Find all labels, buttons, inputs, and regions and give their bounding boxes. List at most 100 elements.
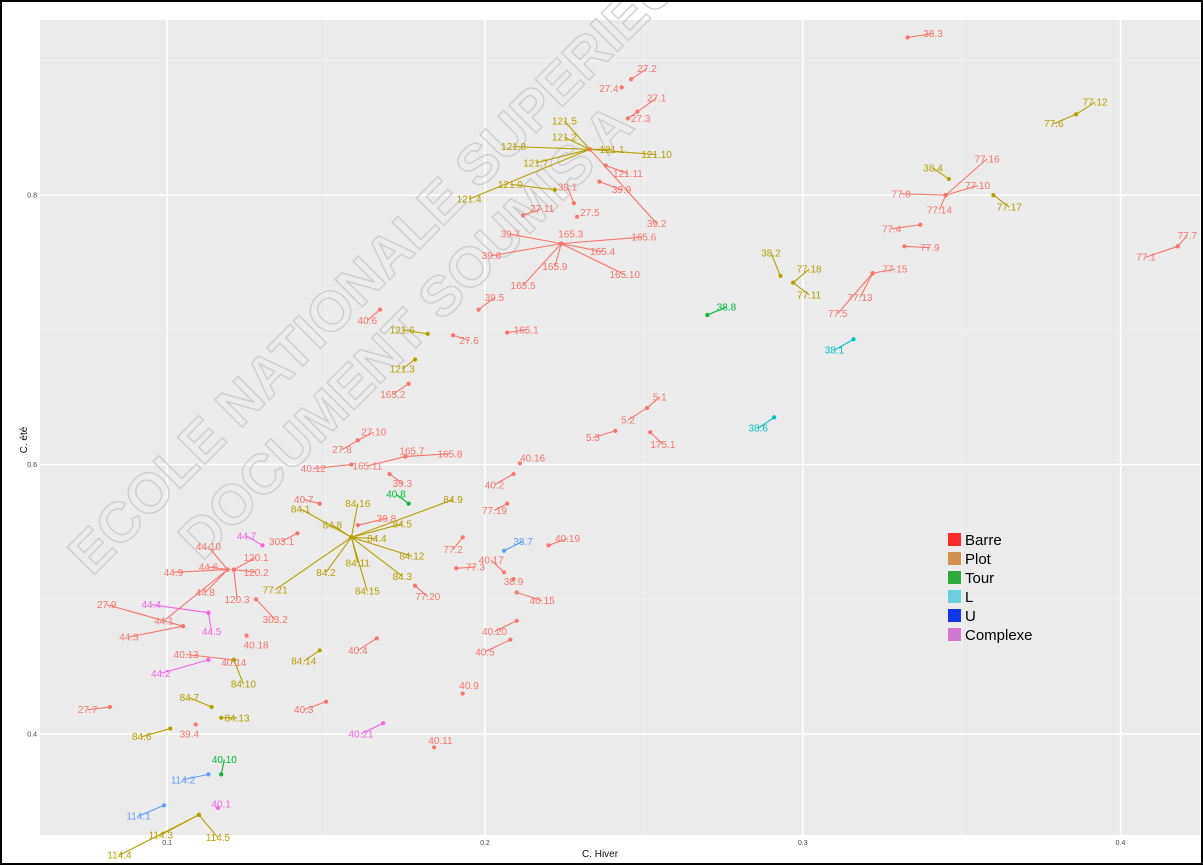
point-label: 165.1: [514, 325, 539, 336]
point-label: 40.7: [294, 495, 314, 506]
point-label: 38.1: [825, 346, 845, 357]
x-axis-title: C. Hiver: [582, 849, 619, 860]
point-label: 77.16: [975, 154, 1000, 165]
label-leader-line: [255, 598, 276, 620]
label-leader-line: [351, 499, 454, 538]
axis-ticks: 0.1 0.2 0.3 0.4 0.4 0.6 0.8: [27, 193, 1125, 847]
label-leader-line: [233, 557, 257, 571]
label-leader-line: [173, 569, 228, 573]
data-point: [355, 438, 360, 443]
x-tick-label: 0.1: [162, 840, 172, 847]
label-leader-line: [341, 439, 359, 451]
legend-label: Plot: [965, 551, 992, 568]
point-label: 114.3: [149, 831, 174, 842]
data-point: [648, 430, 653, 435]
data-point: [168, 726, 173, 731]
label-leader-line: [141, 728, 171, 738]
point-label: 40.6: [358, 316, 378, 327]
data-point: [454, 566, 459, 571]
point-label: 303.2: [263, 615, 288, 626]
point-label: 121.1: [600, 145, 625, 156]
point-label: 165.6: [631, 232, 656, 243]
data-point: [520, 213, 526, 218]
data-point: [377, 307, 383, 312]
point-label: 84.2: [316, 568, 336, 579]
label-leader-line: [452, 334, 470, 342]
point-label: 77.9: [920, 243, 940, 254]
data-point: [180, 624, 186, 629]
label-leader-line: [350, 537, 368, 592]
label-leader-line: [507, 329, 527, 334]
point-label: 114.1: [126, 812, 151, 823]
label-leader-line: [891, 224, 921, 230]
label-leader-line: [456, 566, 476, 569]
label-leader-line: [834, 338, 854, 351]
point-label: 40.4: [348, 646, 368, 657]
data-point: [625, 116, 631, 121]
data-point: [355, 523, 360, 528]
point-label: 165.11: [352, 461, 382, 472]
point-label: 121.2: [552, 133, 577, 144]
data-point: [460, 535, 465, 540]
legend-key: [948, 628, 961, 641]
point-label: 120.2: [244, 568, 269, 579]
label-leader-line: [182, 773, 209, 781]
data-point: [1073, 112, 1079, 117]
data-point: [619, 85, 624, 90]
point-label: 120.3: [225, 595, 250, 606]
label-leader-line: [859, 273, 874, 298]
point-labels: 38.3 27.2 27.4 27.1 27.3 77.12 77.6 121.5 121.2 1…: [78, 29, 1198, 862]
point-label: 84.14: [291, 657, 316, 668]
label-leader-lines: [87, 32, 1188, 856]
label-leader-line: [1145, 245, 1178, 258]
point-label: 44.9: [164, 568, 184, 579]
point-label: 38.8: [717, 302, 737, 313]
data-point: [902, 244, 907, 249]
data-point: [511, 576, 516, 582]
point-label: 27.7: [78, 705, 98, 716]
data-point: [403, 454, 408, 459]
data-point: [705, 312, 710, 318]
point-label: 39.8: [377, 514, 397, 525]
label-leader-line: [592, 430, 616, 439]
point-label: 27.6: [459, 336, 479, 347]
point-label: 40.17: [479, 556, 504, 567]
label-leader-line: [405, 453, 451, 458]
y-tick-label: 0.6: [27, 462, 37, 469]
label-leader-line: [351, 536, 403, 577]
point-label: 27.3: [631, 114, 651, 125]
label-leader-line: [646, 396, 661, 409]
data-point: [206, 772, 211, 777]
point-label: 77.3: [466, 562, 486, 573]
point-label: 84.13: [225, 713, 250, 724]
data-point: [451, 333, 456, 338]
data-point: [317, 501, 322, 506]
point-label: 38.2: [761, 249, 781, 260]
data-point: [517, 461, 522, 466]
data-point: [918, 222, 923, 227]
data-point: [501, 548, 507, 553]
label-leader-line: [246, 535, 263, 546]
point-label: 39.6: [482, 251, 502, 262]
point-label: 27.11: [530, 204, 555, 215]
point-label: 120.1: [244, 553, 269, 564]
label-leader-line: [494, 620, 517, 633]
point-label: 44.6: [199, 562, 219, 573]
legend-key: [948, 533, 961, 546]
data-point: [206, 657, 211, 662]
point-label: 27.9: [97, 600, 117, 611]
x-tick-label: 0.3: [798, 840, 808, 847]
legend-label: Tour: [965, 570, 994, 587]
data-point: [161, 803, 167, 808]
data-point: [851, 337, 856, 342]
data-point: [476, 307, 481, 312]
point-label: 165.2: [380, 390, 405, 401]
point-label: 121.10: [641, 150, 672, 161]
grid: [40, 20, 1200, 835]
point-label: 84.3: [393, 572, 413, 583]
label-leader-line: [303, 499, 320, 505]
data-point: [870, 271, 875, 276]
point-label: 165.7: [399, 447, 424, 458]
point-label: 40.19: [555, 534, 580, 545]
point-label: 77.12: [1083, 98, 1108, 109]
